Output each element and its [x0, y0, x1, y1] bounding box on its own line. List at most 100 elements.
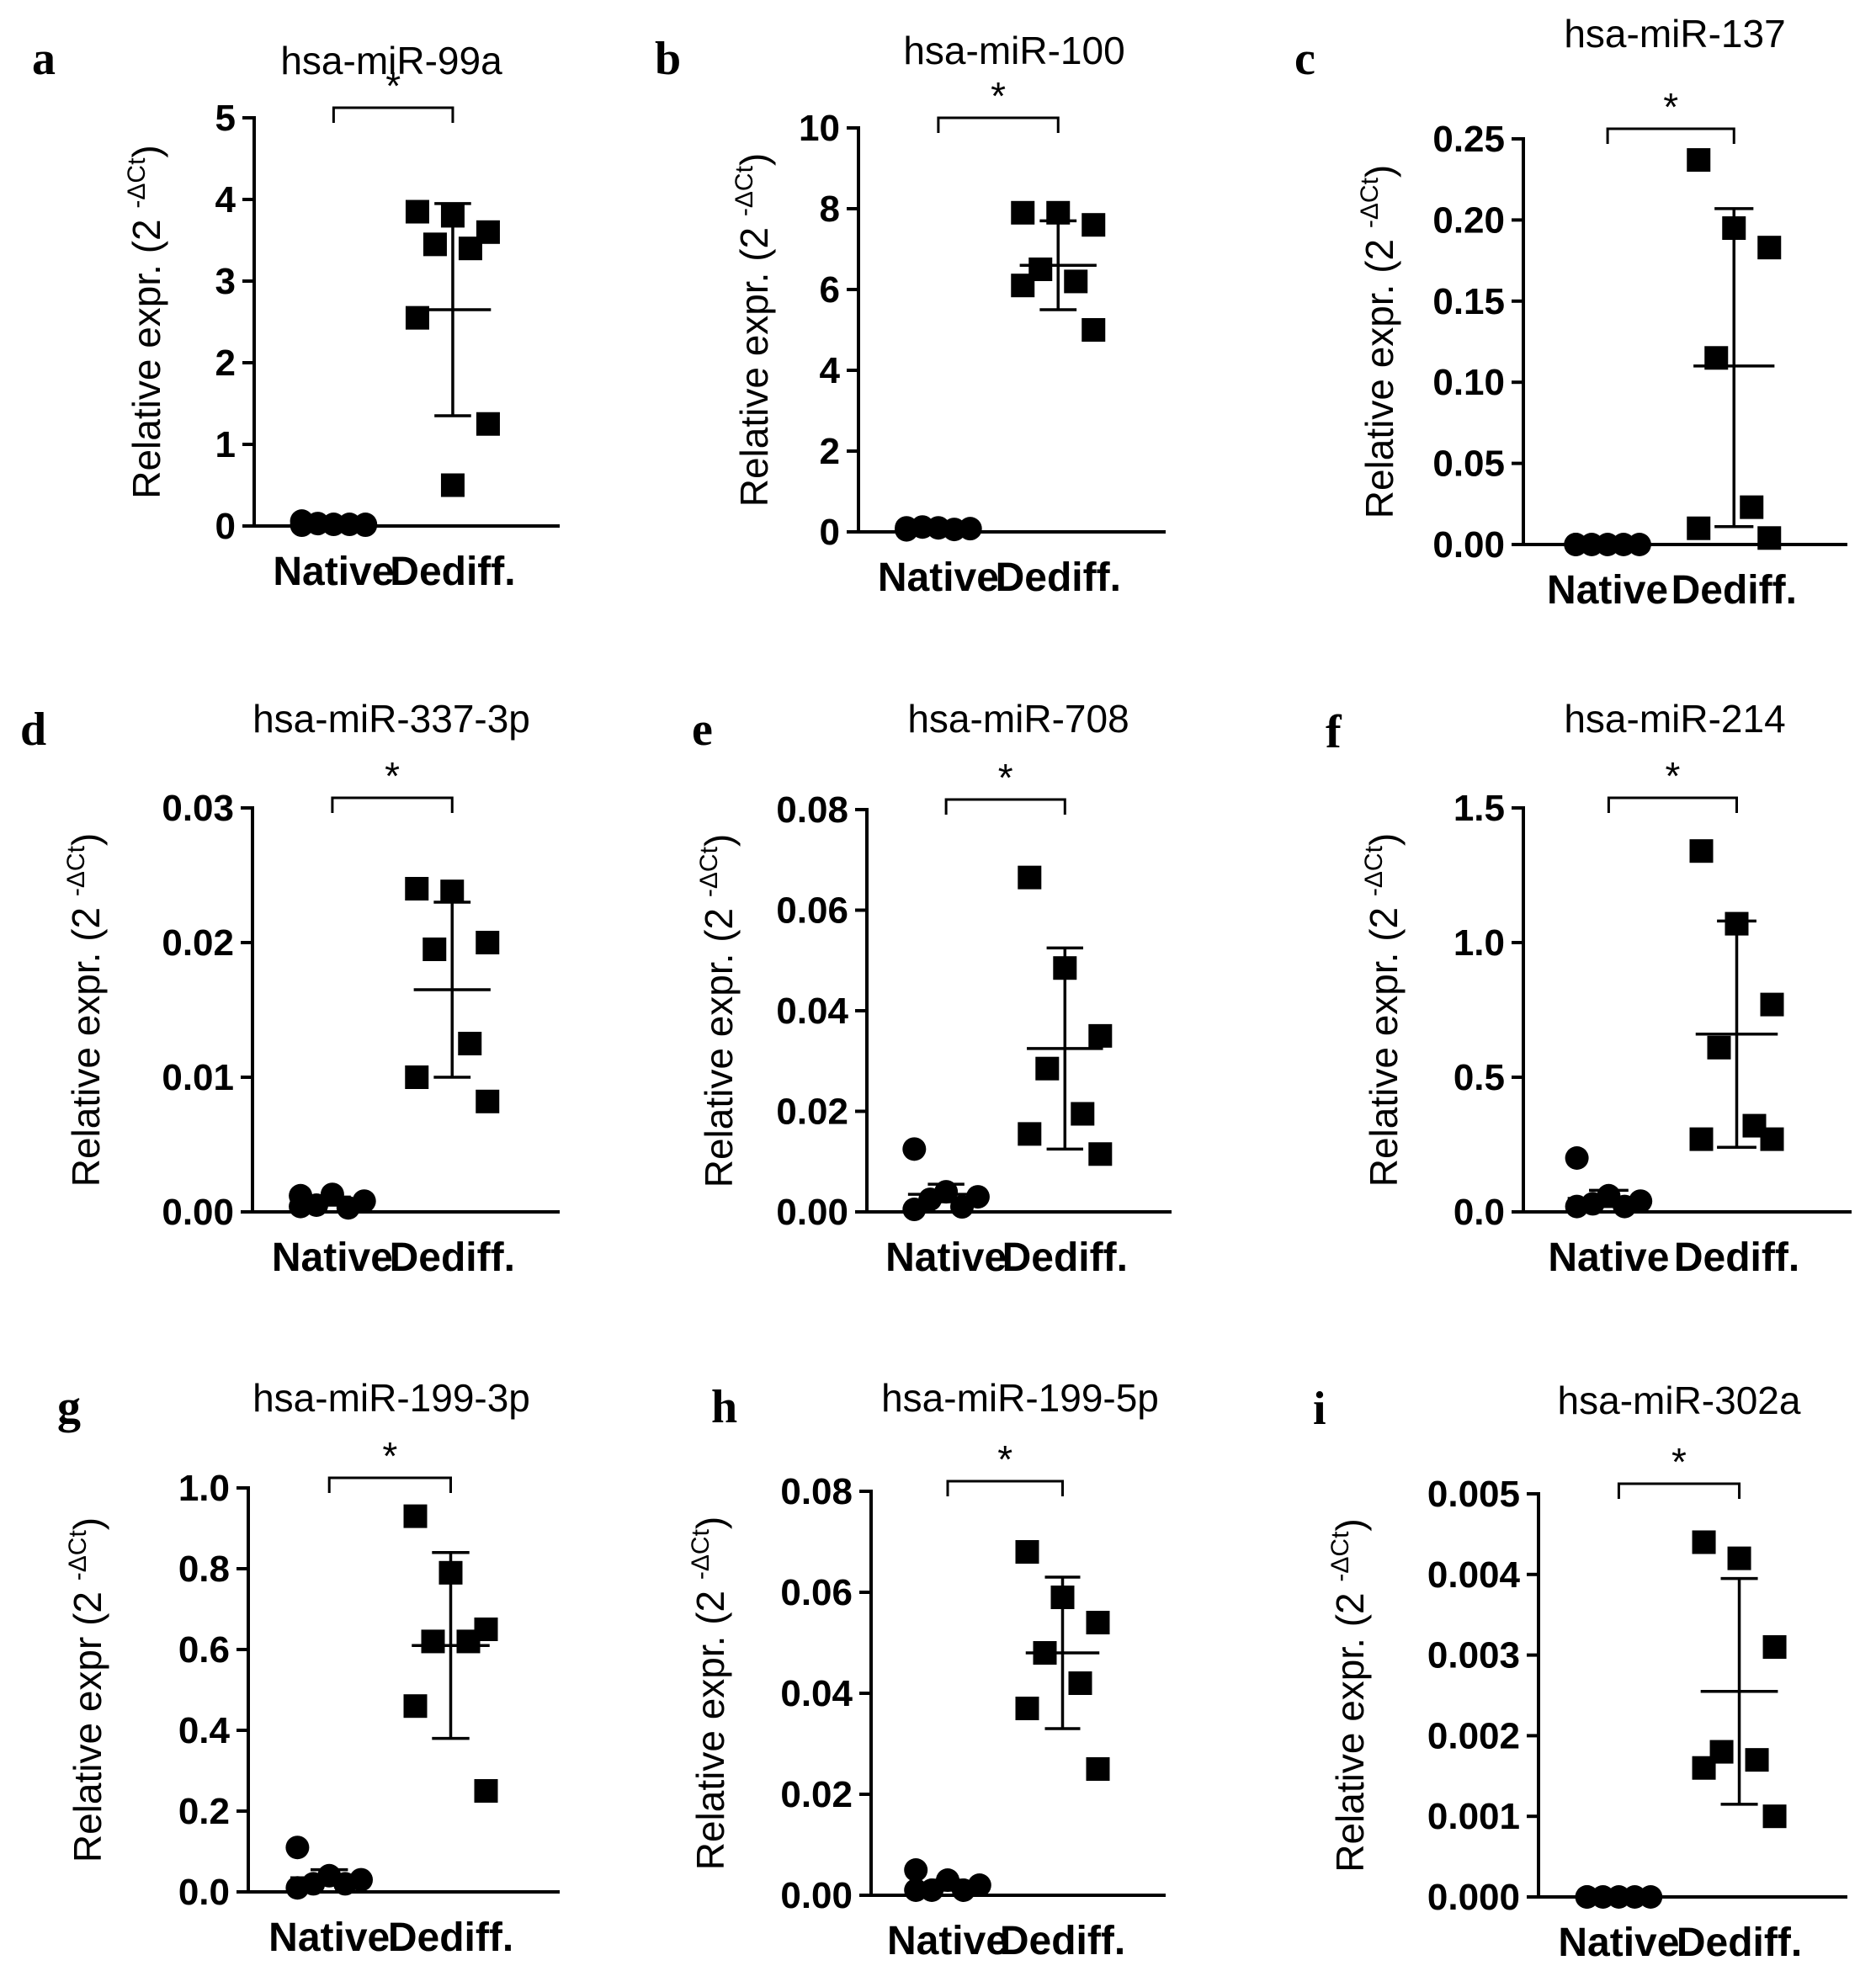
significance-bracket [1607, 796, 1738, 813]
data-point-dediff [421, 1629, 445, 1654]
data-point-dediff [1740, 495, 1764, 519]
data-point-dediff [1727, 1546, 1751, 1570]
significance-star: * [1665, 754, 1680, 798]
y-tick-label: 0.02 [776, 1092, 848, 1133]
y-tick-label: 0.10 [1432, 362, 1505, 403]
data-point-dediff [1011, 200, 1035, 225]
y-tick-label: 0.8 [178, 1549, 230, 1590]
significance-star: * [998, 756, 1013, 800]
data-point-native [289, 1194, 313, 1219]
y-axis-label: Relative expr (2 -ΔCt) [64, 1517, 109, 1862]
significance-bracket [944, 798, 1066, 815]
x-category-label: Native [1548, 1235, 1669, 1280]
chart-panel-i: i hsa-miR-302a 0.000 0.001 0.002 0.003 0.004 0.… [1313, 1379, 1847, 1965]
data-point-dediff [422, 232, 447, 257]
y-tick-label: 1.0 [1454, 922, 1505, 964]
y-tick-label: 0.06 [780, 1572, 853, 1613]
y-tick-label: 0.03 [162, 788, 234, 829]
data-point-dediff [1068, 1671, 1092, 1695]
data-point-dediff [1088, 1023, 1113, 1048]
y-axis-label-superscript: -ΔCt [1360, 845, 1388, 896]
y-axis-label-superscript: -ΔCt [687, 1528, 715, 1580]
y-axis-label: Relative expr. (2 -ΔCt) [62, 833, 108, 1187]
significance-star: * [1671, 1440, 1687, 1484]
significance-star: * [385, 64, 401, 108]
data-point-dediff [1762, 1635, 1787, 1660]
data-point-dediff [1687, 516, 1711, 540]
y-tick-label: 0 [820, 512, 840, 553]
y-tick-label: 5 [215, 98, 236, 139]
data-point-dediff [1757, 526, 1782, 550]
y-tick-label: 0.08 [776, 789, 848, 831]
y-axis-label-text: Relative expr. (2 [1362, 896, 1406, 1187]
data-point-native [950, 1195, 975, 1219]
y-tick-label: 1.5 [1454, 788, 1505, 829]
significance-bracket [327, 1476, 452, 1493]
panel-letter: f [1326, 706, 1342, 758]
data-point-dediff [476, 931, 500, 954]
panel-letter: g [57, 1381, 81, 1433]
data-point-dediff [1687, 148, 1711, 173]
y-axis-label-close: ) [688, 1517, 732, 1529]
data-point-native [1565, 1194, 1589, 1219]
y-tick-label: 0.02 [162, 922, 234, 964]
data-point-dediff [1081, 213, 1106, 237]
data-point-dediff [1689, 839, 1714, 863]
y-axis-label-superscript: -ΔCt [695, 846, 723, 897]
y-axis-label-close: ) [66, 1517, 109, 1530]
y-tick-label: 0.0 [1454, 1192, 1505, 1233]
y-tick-label: 0.2 [178, 1791, 230, 1832]
chart-title: hsa-miR-708 [907, 697, 1129, 741]
significance-bracket [937, 116, 1060, 133]
chart-title: hsa-miR-199-3p [252, 1376, 530, 1420]
y-tick-label: 0.20 [1432, 199, 1505, 241]
panel-letter: c [1294, 33, 1315, 85]
y-tick-label: 0.00 [162, 1192, 234, 1233]
data-point-dediff [405, 1065, 429, 1089]
data-point-dediff [405, 199, 429, 224]
x-category-label: Native [887, 1919, 1008, 1963]
x-category-label: Dediff. [996, 555, 1121, 600]
chart-panel-c: c hsa-miR-137 0.00 0.05 0.10 0.15 0.20 0.25 Nati… [1294, 12, 1847, 613]
y-axis-label-close: ) [1362, 833, 1406, 846]
y-axis-label: Relative expr. (2 -ΔCt) [695, 834, 741, 1188]
data-point-dediff [1745, 1748, 1769, 1772]
data-point-dediff [422, 938, 447, 961]
y-tick-label: 1.0 [178, 1468, 230, 1509]
data-point-native [902, 1198, 927, 1222]
y-tick-label: 4 [820, 350, 841, 391]
data-point-native [285, 1836, 310, 1860]
y-tick-label: 0.06 [776, 890, 848, 932]
data-point-dediff [1760, 1127, 1784, 1151]
y-axis-label-close: ) [1328, 1518, 1372, 1531]
data-point-dediff [1064, 269, 1088, 294]
significance-star: * [385, 754, 400, 798]
y-tick-label: 8 [820, 189, 840, 230]
chart-title: hsa-miR-214 [1564, 697, 1785, 741]
y-tick-label: 0.6 [178, 1629, 230, 1671]
data-point-dediff [474, 1779, 498, 1803]
y-axis-label-close: ) [1358, 165, 1401, 178]
significance-bracket [331, 796, 454, 813]
data-point-native [285, 1876, 310, 1900]
data-point-dediff [458, 1032, 482, 1055]
data-point-native [336, 1196, 360, 1220]
significance-star: * [997, 1437, 1012, 1481]
panel-letter: b [655, 33, 681, 85]
x-category-label: Native [878, 555, 999, 600]
data-point-dediff [1018, 1122, 1042, 1146]
y-tick-label: 0.00 [1432, 524, 1505, 566]
x-category-label: Native [268, 1915, 390, 1960]
x-category-label: Dediff. [1671, 568, 1797, 613]
y-tick-label: 1 [215, 424, 236, 465]
x-category-label: Native [272, 1235, 393, 1280]
significance-bracket [1606, 127, 1735, 144]
data-point-dediff [1035, 1056, 1060, 1081]
data-point-native [904, 1858, 928, 1882]
y-axis-label: Relative expr. (2 -ΔCt) [731, 153, 776, 507]
y-tick-label: 0.15 [1432, 281, 1505, 322]
y-tick-label: 10 [799, 108, 840, 149]
data-point-dediff [1762, 1804, 1787, 1829]
data-point-dediff [1757, 236, 1782, 260]
